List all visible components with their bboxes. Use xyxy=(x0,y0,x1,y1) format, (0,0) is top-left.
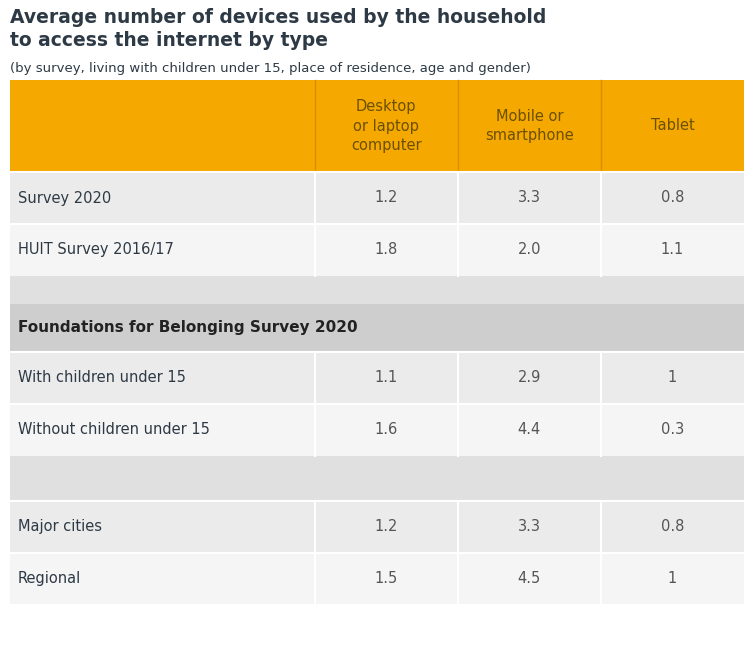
Text: 1.1: 1.1 xyxy=(661,242,684,257)
Text: 3.3: 3.3 xyxy=(518,519,541,534)
Text: 2.9: 2.9 xyxy=(517,371,541,386)
Text: Desktop
or laptop
computer: Desktop or laptop computer xyxy=(351,100,421,153)
Text: Without children under 15: Without children under 15 xyxy=(18,422,210,438)
Text: 1.2: 1.2 xyxy=(375,519,398,534)
Text: 0.3: 0.3 xyxy=(661,422,684,438)
Text: Average number of devices used by the household
to access the internet by type: Average number of devices used by the ho… xyxy=(10,8,547,50)
Text: 2.0: 2.0 xyxy=(517,242,541,257)
Text: Survey 2020: Survey 2020 xyxy=(18,191,112,206)
Text: With children under 15: With children under 15 xyxy=(18,371,186,386)
Text: 1.8: 1.8 xyxy=(375,242,398,257)
Text: Tablet: Tablet xyxy=(651,119,694,134)
Text: Major cities: Major cities xyxy=(18,519,102,534)
Text: 1: 1 xyxy=(668,571,677,586)
Text: Mobile or
smartphone: Mobile or smartphone xyxy=(485,109,574,143)
Text: Regional: Regional xyxy=(18,571,81,586)
Text: 1.6: 1.6 xyxy=(375,422,398,438)
Bar xyxy=(10,276,744,304)
Text: 3.3: 3.3 xyxy=(518,191,541,206)
Text: Foundations for Belonging Survey 2020: Foundations for Belonging Survey 2020 xyxy=(18,320,357,335)
Bar xyxy=(10,80,744,172)
Text: 1.5: 1.5 xyxy=(375,571,398,586)
Bar xyxy=(10,553,744,605)
Text: 1.1: 1.1 xyxy=(375,371,398,386)
Text: HUIT Survey 2016/17: HUIT Survey 2016/17 xyxy=(18,242,174,257)
Text: 1: 1 xyxy=(668,371,677,386)
Text: 0.8: 0.8 xyxy=(661,191,684,206)
Bar xyxy=(10,456,744,501)
Bar xyxy=(10,404,744,456)
Text: 4.4: 4.4 xyxy=(518,422,541,438)
Bar xyxy=(10,501,744,553)
Bar xyxy=(10,172,744,224)
Text: (by survey, living with children under 15, place of residence, age and gender): (by survey, living with children under 1… xyxy=(10,62,531,75)
Text: 0.8: 0.8 xyxy=(661,519,684,534)
Bar xyxy=(10,304,744,352)
Text: 4.5: 4.5 xyxy=(518,571,541,586)
Text: 1.2: 1.2 xyxy=(375,191,398,206)
Bar xyxy=(10,352,744,404)
Bar xyxy=(10,224,744,276)
